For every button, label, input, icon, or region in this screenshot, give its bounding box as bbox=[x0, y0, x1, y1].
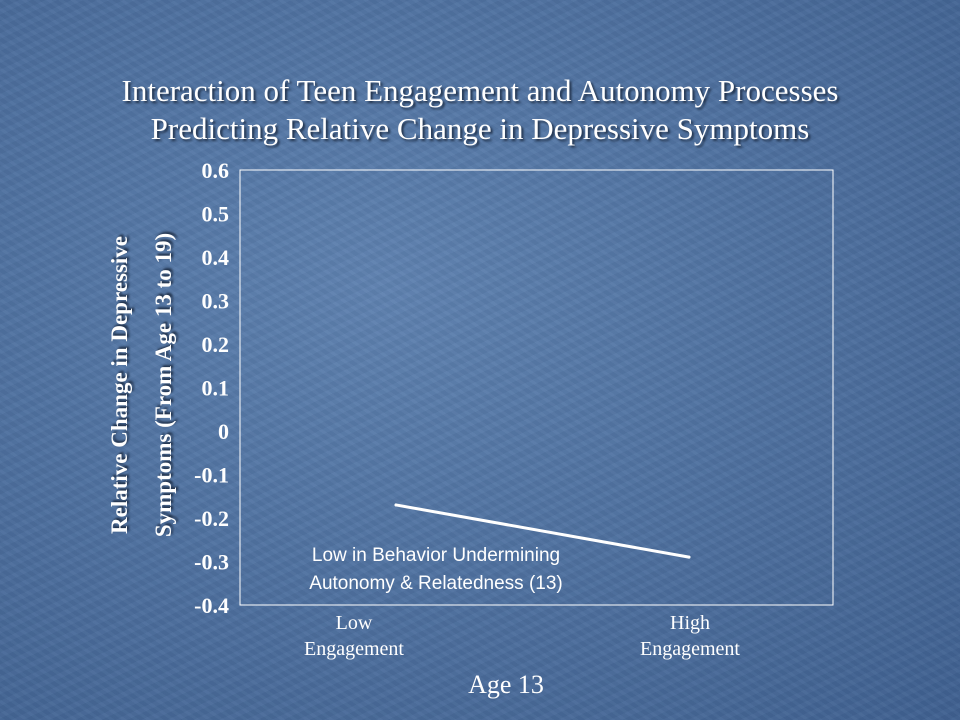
y-tick-label: 0 bbox=[218, 419, 229, 444]
series-annotation-line-2: Autonomy & Relatedness (13) bbox=[309, 573, 563, 594]
y-axis-label-line-1: Relative Change in Depressive bbox=[107, 236, 132, 534]
series-line bbox=[394, 503, 691, 559]
slide-title: Interaction of Teen Engagement and Auton… bbox=[0, 72, 960, 148]
data-point bbox=[394, 503, 398, 507]
y-tick-label: -0.2 bbox=[194, 506, 229, 531]
x-category-high-line-2: Engagement bbox=[640, 638, 740, 660]
x-category-high: High Engagement bbox=[590, 610, 790, 662]
x-category-high-line-1: High bbox=[670, 612, 710, 634]
y-tick-label: 0.5 bbox=[202, 202, 230, 227]
title-line-1: Interaction of Teen Engagement and Auton… bbox=[121, 73, 839, 108]
y-tick-label: 0.1 bbox=[202, 376, 230, 401]
x-axis-title: Age 13 bbox=[468, 670, 544, 699]
y-tick-label: 0.4 bbox=[202, 245, 230, 270]
y-axis-label: Relative Change in Depressive Symptoms (… bbox=[98, 185, 186, 585]
y-tick-label: -0.3 bbox=[194, 550, 229, 575]
series-annotation-line-1: Low in Behavior Undermining bbox=[311, 545, 561, 566]
y-axis-label-line-2: Symptoms (From Age 13 to 19) bbox=[151, 232, 176, 538]
title-line-2: Predicting Relative Change in Depressive… bbox=[150, 111, 810, 146]
y-tick-label: 0.2 bbox=[202, 332, 230, 357]
y-tick-label: 0.6 bbox=[202, 158, 230, 183]
x-category-low: Low Engagement bbox=[254, 610, 454, 662]
x-category-low-line-2: Engagement bbox=[304, 638, 404, 660]
series-annotation: Low in Behavior Undermining Autonomy & R… bbox=[236, 542, 636, 598]
plot-area-frame bbox=[239, 169, 834, 606]
y-tick-label: -0.1 bbox=[194, 463, 229, 488]
x-category-low-line-1: Low bbox=[335, 612, 373, 634]
data-point bbox=[687, 555, 691, 559]
y-tick-label: -0.4 bbox=[194, 593, 229, 618]
y-tick-label: 0.3 bbox=[202, 289, 230, 314]
